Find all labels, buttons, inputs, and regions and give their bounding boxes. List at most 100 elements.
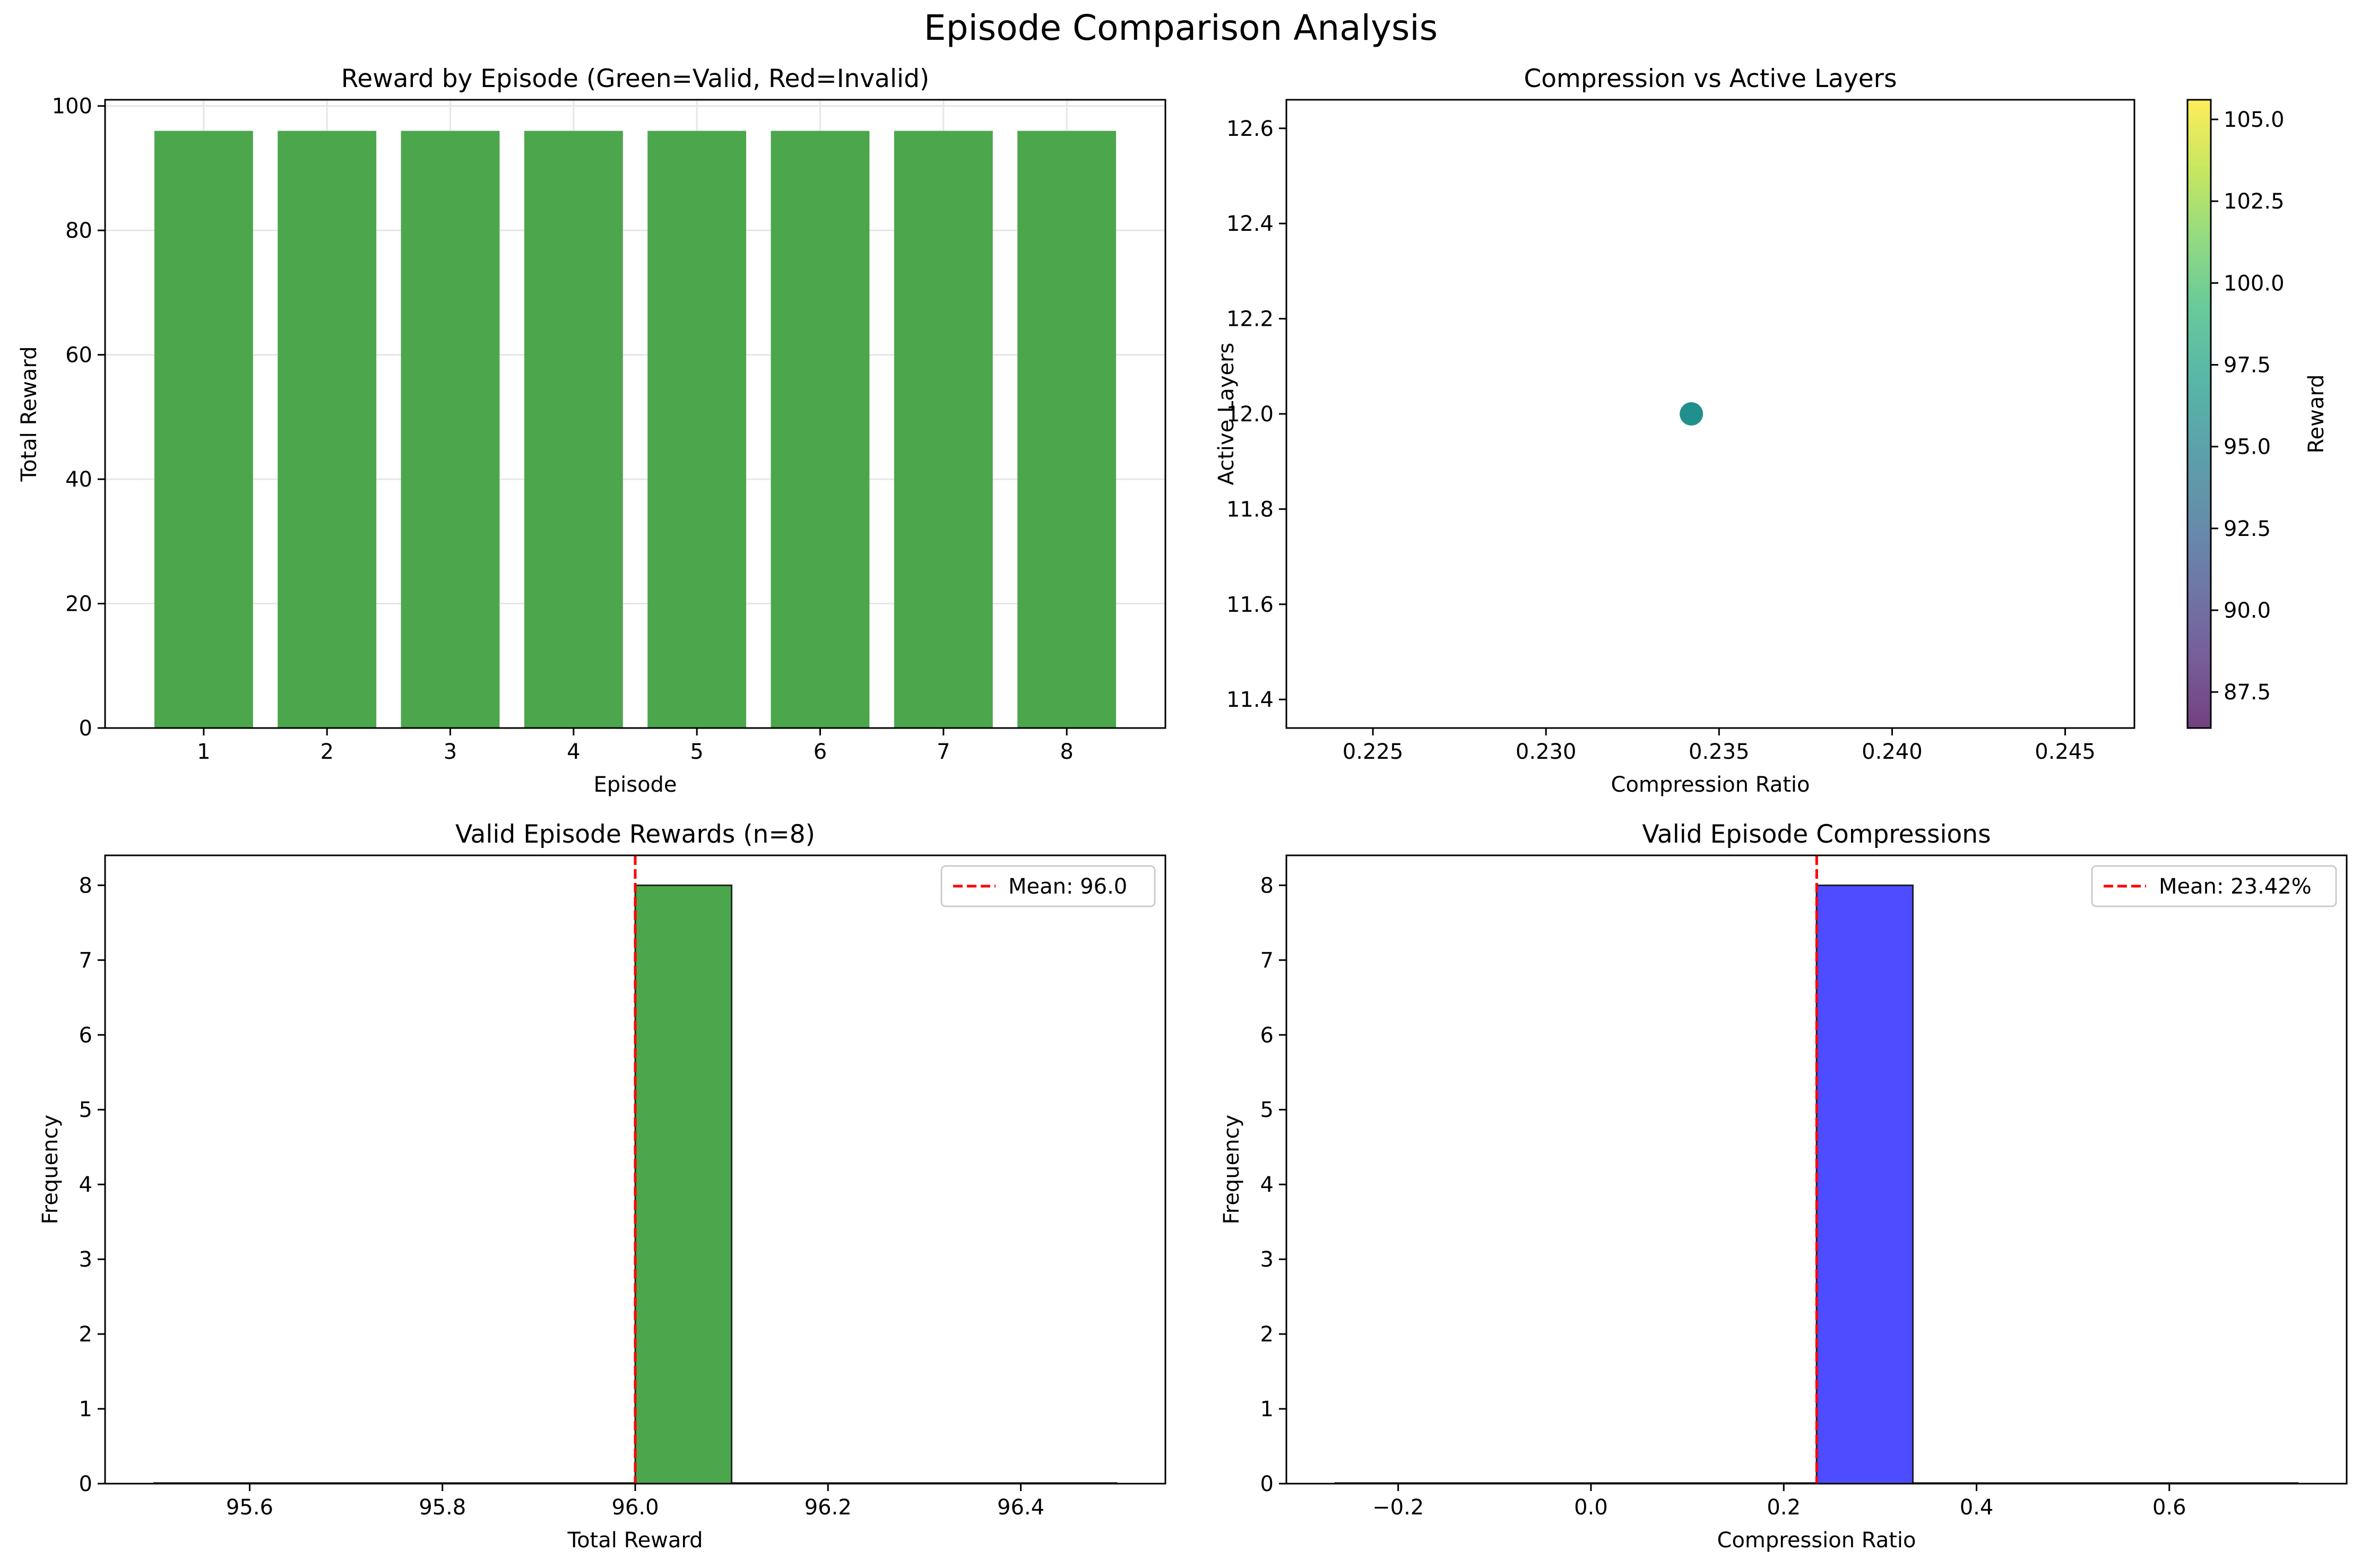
x-tick-label: 0.0 xyxy=(1574,1495,1608,1520)
legend-label: Mean: 96.0 xyxy=(1008,874,1127,899)
axes-frame xyxy=(1285,99,2135,729)
histogram-bar xyxy=(1815,884,1914,1485)
y-tick-label: 4 xyxy=(79,1173,92,1197)
x-tick-label: 0.240 xyxy=(1862,740,1923,764)
colorbar-tick-label: 92.5 xyxy=(2224,517,2271,541)
valid-compressions-histogram: Valid Episode Compressions Compression Ra… xyxy=(1220,820,2348,1553)
y-tick-label: 100 xyxy=(52,94,92,119)
chart-title: Valid Episode Rewards (n=8) xyxy=(455,820,815,849)
y-tick-label: 7 xyxy=(1260,948,1274,973)
x-tick-label: −0.2 xyxy=(1372,1495,1424,1520)
x-tick-label: 96.0 xyxy=(611,1495,659,1520)
colorbar-tick-label: 90.0 xyxy=(2224,599,2271,623)
colorbar-label: Reward xyxy=(2304,375,2329,454)
chart-title: Compression vs Active Layers xyxy=(1524,64,1897,93)
colorbar xyxy=(2187,100,2211,728)
reward-by-episode-chart: Reward by Episode (Green=Valid, Red=Inva… xyxy=(17,64,1166,797)
y-axis-label: Active Layers xyxy=(1214,343,1239,486)
x-tick-label: 0.235 xyxy=(1689,740,1750,764)
y-axis-label: Frequency xyxy=(38,1115,63,1225)
x-axis-label: Compression Ratio xyxy=(1611,773,1810,797)
y-tick-label: 20 xyxy=(65,592,92,617)
compression-vs-layers-chart: Compression vs Active Layers Compression … xyxy=(1214,64,2329,797)
x-tick-label: 0.2 xyxy=(1767,1495,1801,1520)
y-tick-label: 1 xyxy=(79,1397,92,1422)
bar-episode-2 xyxy=(278,131,377,728)
y-tick-label: 6 xyxy=(1260,1023,1274,1047)
bar-episode-4 xyxy=(524,131,623,728)
bar-episode-3 xyxy=(401,131,500,728)
y-tick-label: 2 xyxy=(79,1322,92,1347)
x-tick-label: 2 xyxy=(320,740,333,764)
x-tick-label: 0.230 xyxy=(1516,740,1577,764)
colorbar-frame xyxy=(2186,99,2212,729)
y-tick-label: 5 xyxy=(79,1098,92,1122)
y-tick-label: 7 xyxy=(79,948,92,973)
y-tick-label: 0 xyxy=(79,1472,92,1496)
y-tick-label: 2 xyxy=(1260,1322,1274,1347)
x-tick-label: 0.6 xyxy=(2152,1495,2186,1520)
x-tick-label: 4 xyxy=(567,740,580,764)
x-tick-label: 7 xyxy=(937,740,950,764)
y-tick-label: 12.6 xyxy=(1226,117,1274,141)
bar-episode-6 xyxy=(771,131,870,728)
colorbar-tick-label: 97.5 xyxy=(2224,353,2271,378)
bar-episode-5 xyxy=(647,131,747,728)
y-tick-label: 12.2 xyxy=(1226,307,1274,332)
chart-title: Reward by Episode (Green=Valid, Red=Inva… xyxy=(341,64,930,93)
axes-frame xyxy=(104,854,1166,1485)
colorbar-tick-label: 100.0 xyxy=(2224,271,2285,296)
y-tick-label: 6 xyxy=(79,1023,92,1047)
colorbar-tick-label: 102.5 xyxy=(2224,189,2285,214)
y-tick-label: 40 xyxy=(65,467,92,492)
figure-title: Episode Comparison Analysis xyxy=(924,7,1438,48)
y-tick-label: 4 xyxy=(1260,1173,1274,1197)
y-tick-label: 0 xyxy=(1260,1472,1274,1496)
colorbar-tick-label: 105.0 xyxy=(2224,108,2285,132)
x-tick-label: 95.6 xyxy=(226,1495,273,1520)
y-tick-label: 0 xyxy=(79,716,92,741)
y-tick-label: 12.4 xyxy=(1226,212,1274,236)
x-tick-label: 6 xyxy=(814,740,827,764)
y-tick-label: 80 xyxy=(65,219,92,243)
valid-rewards-histogram: Valid Episode Rewards (n=8) Total Reward F… xyxy=(38,820,1166,1553)
bar-episode-1 xyxy=(154,131,253,728)
axes-frame xyxy=(1285,854,2348,1485)
legend-box xyxy=(2091,865,2337,907)
axes-frame xyxy=(104,99,1166,729)
y-tick-label: 12.0 xyxy=(1226,402,1274,427)
x-tick-label: 96.4 xyxy=(997,1495,1044,1520)
legend-box xyxy=(940,865,1156,907)
y-tick-label: 1 xyxy=(1260,1397,1274,1422)
chart-title: Valid Episode Compressions xyxy=(1642,820,1991,849)
x-axis-label: Episode xyxy=(593,773,677,797)
x-axis-label: Total Reward xyxy=(567,1528,703,1553)
x-tick-label: 3 xyxy=(444,740,457,764)
x-tick-label: 95.8 xyxy=(419,1495,466,1520)
x-tick-label: 0.225 xyxy=(1343,740,1404,764)
scatter-point xyxy=(1680,402,1703,426)
y-tick-label: 8 xyxy=(79,873,92,898)
y-tick-label: 8 xyxy=(1260,873,1274,898)
x-axis-label: Compression Ratio xyxy=(1717,1528,1916,1553)
bar-episode-8 xyxy=(1017,131,1117,728)
y-tick-label: 3 xyxy=(79,1248,92,1272)
x-tick-label: 8 xyxy=(1060,740,1073,764)
y-tick-label: 11.4 xyxy=(1226,688,1274,712)
x-tick-label: 1 xyxy=(197,740,210,764)
y-tick-label: 5 xyxy=(1260,1098,1274,1122)
y-tick-label: 11.6 xyxy=(1226,593,1274,617)
x-tick-label: 0.4 xyxy=(1960,1495,1994,1520)
colorbar-tick-label: 95.0 xyxy=(2224,435,2271,460)
bar-episode-7 xyxy=(894,131,993,728)
y-tick-label: 11.8 xyxy=(1226,497,1274,522)
histogram-bar xyxy=(634,884,733,1485)
x-tick-label: 0.245 xyxy=(2035,740,2096,764)
legend-label: Mean: 23.42% xyxy=(2159,874,2312,899)
x-tick-label: 5 xyxy=(690,740,703,764)
colorbar-tick-label: 87.5 xyxy=(2224,680,2271,705)
y-axis-label: Total Reward xyxy=(17,346,41,482)
y-axis-label: Frequency xyxy=(1220,1115,1244,1225)
y-tick-label: 60 xyxy=(65,343,92,368)
